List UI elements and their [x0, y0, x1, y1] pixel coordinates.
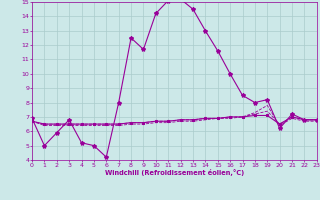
X-axis label: Windchill (Refroidissement éolien,°C): Windchill (Refroidissement éolien,°C) — [105, 169, 244, 176]
